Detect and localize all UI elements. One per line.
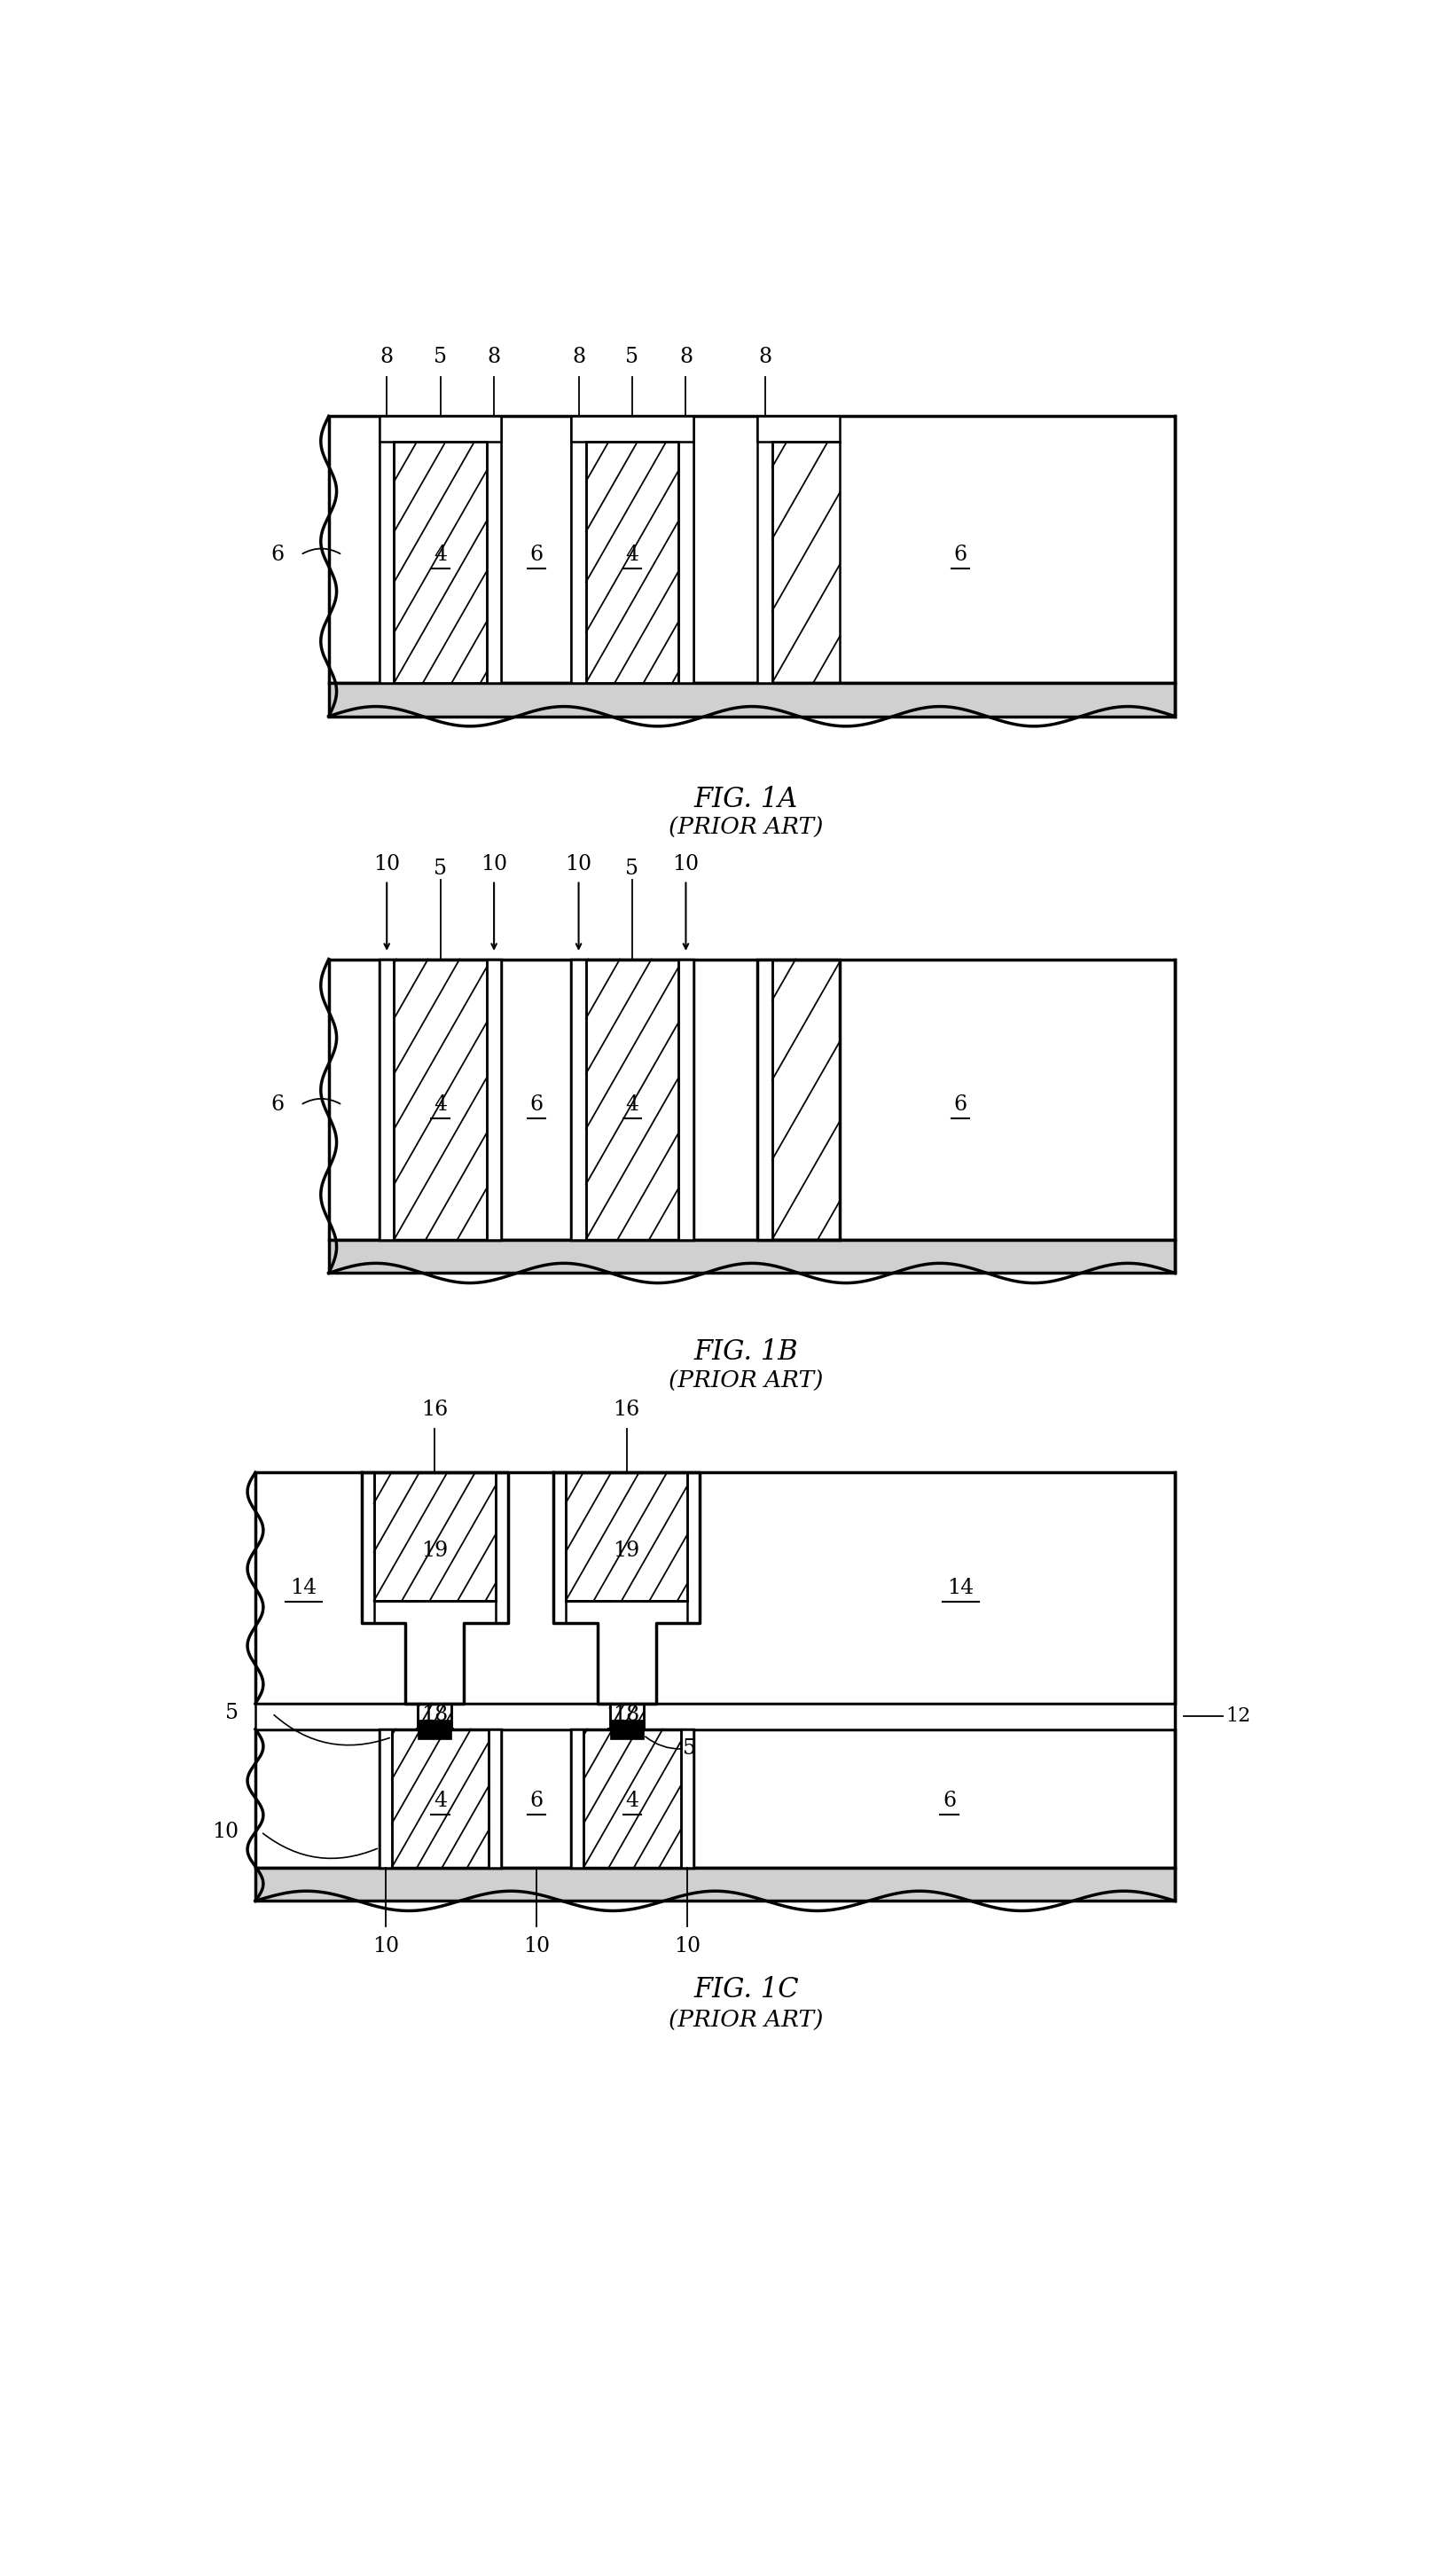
Text: 16: 16: [421, 1400, 448, 1420]
Text: 8: 8: [678, 346, 693, 367]
Text: 14: 14: [948, 1577, 974, 1597]
Bar: [757, 959, 840, 1238]
Bar: [571, 415, 693, 682]
Bar: [772, 959, 840, 1238]
Text: 6: 6: [271, 1095, 284, 1115]
Text: 10: 10: [373, 1936, 399, 1956]
Text: 16: 16: [613, 1400, 641, 1420]
Bar: [395, 441, 486, 682]
Bar: [486, 959, 501, 1238]
Text: 4: 4: [434, 1095, 447, 1115]
Text: 10: 10: [673, 854, 699, 874]
Bar: [757, 959, 772, 1238]
Bar: [571, 1728, 584, 1867]
Bar: [678, 959, 693, 1238]
Bar: [571, 415, 585, 682]
Bar: [772, 441, 840, 682]
Text: 8: 8: [572, 346, 585, 367]
Bar: [255, 1728, 1175, 1867]
Bar: [329, 682, 1175, 715]
Bar: [757, 415, 772, 682]
Bar: [395, 959, 486, 1238]
Bar: [571, 1728, 693, 1867]
Text: 6: 6: [530, 1095, 543, 1115]
Text: 8: 8: [488, 346, 501, 367]
Bar: [380, 959, 395, 1238]
Text: 14: 14: [290, 1577, 317, 1597]
Text: 19: 19: [613, 1541, 641, 1561]
Text: 19: 19: [421, 1541, 448, 1561]
Bar: [392, 1728, 489, 1867]
Text: 6: 6: [530, 1790, 543, 1810]
Text: 10: 10: [523, 1936, 550, 1956]
Bar: [374, 1472, 495, 1600]
Text: 4: 4: [626, 1095, 639, 1115]
Bar: [585, 441, 678, 682]
Text: 4: 4: [434, 544, 447, 564]
Text: 6: 6: [942, 1790, 957, 1810]
Text: 5: 5: [626, 859, 639, 879]
Bar: [418, 1720, 451, 1738]
Bar: [610, 1720, 644, 1738]
Bar: [571, 959, 693, 1238]
Text: 4: 4: [626, 1790, 639, 1810]
Bar: [681, 1728, 693, 1867]
Bar: [255, 1472, 1175, 1702]
Text: 6: 6: [954, 1095, 967, 1115]
Bar: [380, 415, 501, 682]
Bar: [678, 415, 693, 682]
Text: 10: 10: [480, 854, 507, 874]
Text: FIG. 1B: FIG. 1B: [695, 1338, 798, 1367]
Bar: [418, 1702, 451, 1728]
Bar: [329, 415, 1175, 682]
Text: FIG. 1C: FIG. 1C: [693, 1977, 799, 2002]
Text: 5: 5: [683, 1738, 696, 1759]
Bar: [571, 415, 693, 441]
Text: 10: 10: [565, 854, 593, 874]
Text: 4: 4: [626, 544, 639, 564]
Bar: [255, 1702, 1175, 1728]
Text: 10: 10: [373, 854, 400, 874]
Text: 5: 5: [626, 346, 639, 367]
Text: 5: 5: [226, 1702, 239, 1723]
Text: 6: 6: [530, 544, 543, 564]
Bar: [380, 415, 395, 682]
Bar: [486, 415, 501, 682]
Text: 18: 18: [613, 1705, 641, 1726]
Bar: [380, 959, 501, 1238]
Text: 10: 10: [674, 1936, 700, 1956]
Text: (PRIOR ART): (PRIOR ART): [668, 1369, 824, 1392]
Bar: [565, 1472, 687, 1600]
Bar: [380, 1728, 501, 1867]
Text: 8: 8: [759, 346, 772, 367]
Text: 5: 5: [434, 859, 447, 879]
Bar: [584, 1728, 681, 1867]
Bar: [585, 959, 678, 1238]
Text: (PRIOR ART): (PRIOR ART): [668, 818, 824, 838]
Bar: [610, 1702, 644, 1728]
Text: 6: 6: [954, 544, 967, 564]
Text: 18: 18: [421, 1705, 448, 1726]
Bar: [380, 1728, 392, 1867]
Text: 6: 6: [271, 544, 284, 564]
Text: 12: 12: [1226, 1708, 1251, 1726]
Text: 4: 4: [434, 1790, 447, 1810]
Bar: [329, 1238, 1175, 1274]
Text: FIG. 1A: FIG. 1A: [695, 785, 798, 813]
Bar: [571, 959, 585, 1238]
Bar: [757, 415, 840, 441]
Text: 8: 8: [380, 346, 393, 367]
Bar: [255, 1867, 1175, 1900]
Bar: [380, 415, 501, 441]
Text: 5: 5: [434, 346, 447, 367]
Bar: [329, 959, 1175, 1238]
Text: 10: 10: [211, 1820, 239, 1841]
Text: (PRIOR ART): (PRIOR ART): [668, 2010, 824, 2031]
Bar: [489, 1728, 501, 1867]
